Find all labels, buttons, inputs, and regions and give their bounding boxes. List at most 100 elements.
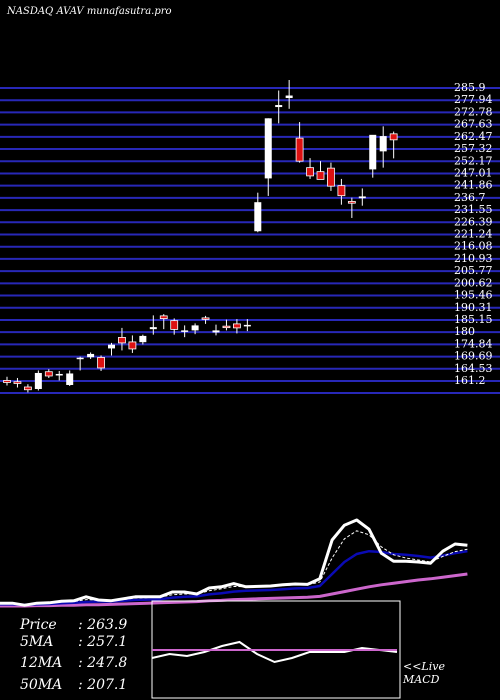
y-tick-label: 231.55 <box>454 203 493 216</box>
y-tick-label: 272.78 <box>454 105 493 118</box>
y-tick-label: 236.7 <box>454 191 486 204</box>
candle-body <box>275 105 283 108</box>
candle <box>87 352 95 359</box>
y-tick-label: 285.9 <box>454 81 486 94</box>
candle-body <box>306 167 314 177</box>
y-tick-label: 169.69 <box>454 350 493 363</box>
candle <box>159 314 168 330</box>
candle-body <box>337 185 346 197</box>
candle-body <box>181 330 189 332</box>
candle <box>295 122 304 163</box>
price-label: Price <box>19 617 57 633</box>
y-tick-label: 216.08 <box>454 240 493 253</box>
candle <box>337 178 346 205</box>
ma5-label: 5MA <box>20 634 53 650</box>
y-tick-label: 226.39 <box>454 215 493 228</box>
macd-line <box>151 640 398 664</box>
ma50-line <box>0 572 468 608</box>
candle-body <box>212 330 220 333</box>
candle <box>139 334 147 345</box>
ma50-value: : 207.1 <box>78 677 127 693</box>
candle-body <box>139 335 147 343</box>
candle-body <box>316 171 325 180</box>
moving-average-panel <box>0 518 468 608</box>
candle <box>118 327 126 351</box>
ma12-value: : 247.8 <box>78 655 127 671</box>
y-tick-label: 257.32 <box>454 142 493 155</box>
macd-label: MACD <box>402 673 440 686</box>
candle-body <box>13 381 22 384</box>
candle-body <box>3 380 11 383</box>
candle <box>13 377 22 388</box>
candle-body <box>34 372 42 389</box>
ma5-value: : 257.1 <box>78 634 127 650</box>
candle-body <box>76 357 84 360</box>
price-line <box>0 518 468 607</box>
candle <box>243 319 251 332</box>
y-tick-label: 180 <box>454 325 475 338</box>
candle <box>181 325 189 338</box>
candle-body <box>358 196 366 199</box>
y-tick-label: 161.2 <box>454 374 486 387</box>
candle-body <box>295 137 304 162</box>
candle <box>275 90 283 124</box>
candle <box>97 355 105 371</box>
ma50-label: 50MA <box>20 677 62 693</box>
candle-body <box>389 133 398 141</box>
chart-header-title: NASDAQ AVAV munafasutra.pro <box>6 6 172 17</box>
candle <box>201 315 210 324</box>
candle-body <box>369 134 377 170</box>
candle <box>66 370 74 386</box>
y-tick-label: 267.63 <box>454 118 493 131</box>
candle-body <box>23 386 32 391</box>
y-tick-label: 241.86 <box>454 179 493 192</box>
candle-body <box>170 320 179 330</box>
candle <box>327 162 335 191</box>
candle <box>128 335 137 353</box>
candle <box>3 376 11 386</box>
candle <box>23 384 32 393</box>
candle <box>389 131 398 159</box>
y-tick-label: 262.47 <box>454 130 493 143</box>
candle-body <box>55 373 63 376</box>
candle-body <box>191 325 199 331</box>
candle <box>212 324 220 336</box>
price-value: : 263.9 <box>78 617 127 633</box>
candle <box>369 134 377 178</box>
ma12-label: 12MA <box>20 655 62 671</box>
candle <box>170 318 179 335</box>
candle <box>34 370 42 391</box>
candle <box>285 80 293 109</box>
y-tick-label: 195.46 <box>454 289 493 302</box>
candle-body <box>201 317 210 320</box>
candle <box>55 370 63 381</box>
candle <box>316 161 325 180</box>
y-tick-label: 205.77 <box>454 264 493 277</box>
candle-body <box>97 357 105 369</box>
candle <box>108 342 115 356</box>
y-tick-label: 277.94 <box>454 93 493 106</box>
macd-panel <box>151 600 401 699</box>
y-tick-label: 174.84 <box>454 337 493 350</box>
candle-body <box>87 353 95 358</box>
ma12-line <box>0 549 468 607</box>
candle <box>379 126 387 168</box>
candle-body <box>149 327 157 330</box>
candle-body <box>243 324 251 327</box>
candle-body <box>108 344 115 349</box>
y-tick-label: 190.31 <box>454 301 493 314</box>
candle-body <box>128 341 137 350</box>
price-panel: 285.9277.94272.78267.63262.47257.32252.1… <box>0 80 500 394</box>
candle <box>254 192 262 233</box>
candle <box>76 356 84 371</box>
candle <box>149 315 157 335</box>
candle-body <box>264 118 272 179</box>
candle <box>358 188 366 206</box>
candle <box>222 319 231 331</box>
ma5-line <box>0 530 468 605</box>
y-tick-label: 185.15 <box>454 313 493 326</box>
macd-live-label: <<Live <box>403 660 445 673</box>
candle-body <box>254 202 262 232</box>
